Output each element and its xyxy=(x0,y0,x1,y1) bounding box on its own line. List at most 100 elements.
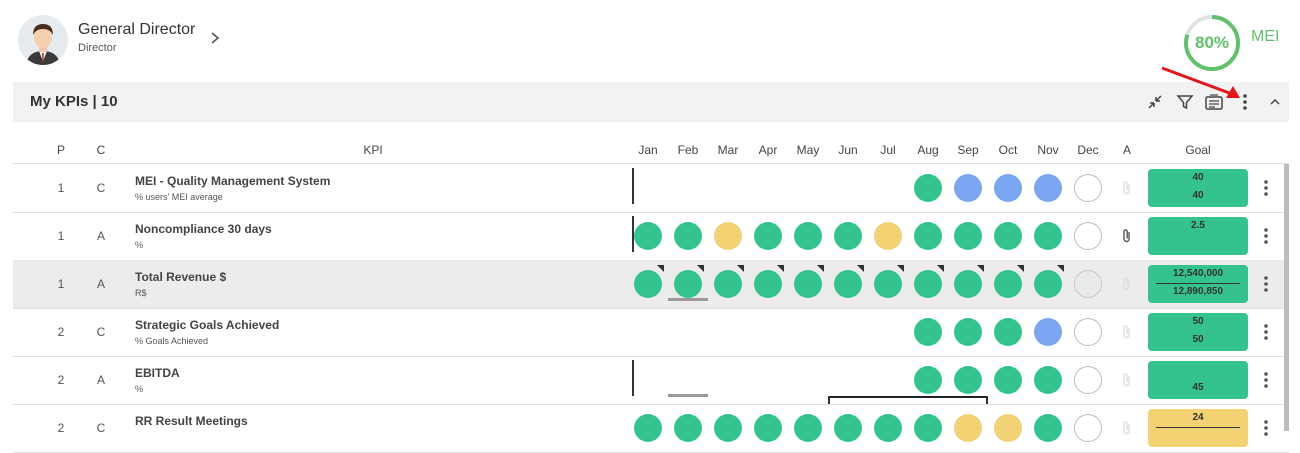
paperclip-icon[interactable] xyxy=(1121,420,1133,436)
month-status-dot[interactable] xyxy=(914,270,942,298)
column-header-dec[interactable]: Dec xyxy=(1077,143,1099,157)
column-header-a[interactable]: A xyxy=(1122,143,1131,157)
column-header-feb[interactable]: Feb xyxy=(677,143,699,157)
month-status-dot[interactable] xyxy=(874,222,902,250)
goal-box[interactable]: 50 50 xyxy=(1148,313,1248,351)
table-row[interactable]: 1 C MEI - Quality Management System % users… xyxy=(13,164,1289,213)
paperclip-icon[interactable] xyxy=(1121,180,1133,196)
chevron-up-icon[interactable] xyxy=(1265,92,1285,112)
month-status-dot[interactable] xyxy=(994,174,1022,202)
column-header-apr[interactable]: Apr xyxy=(758,143,778,157)
row-more-icon[interactable] xyxy=(1263,418,1269,438)
row-more-icon[interactable] xyxy=(1263,178,1269,198)
column-header-oct[interactable]: Oct xyxy=(998,143,1018,157)
column-header-may[interactable]: May xyxy=(796,143,820,157)
goal-box[interactable]: 40 40 xyxy=(1148,169,1248,207)
kpi-name[interactable]: RR Result Meetings xyxy=(135,414,248,428)
month-status-dot[interactable] xyxy=(994,270,1022,298)
month-status-dot[interactable] xyxy=(834,414,862,442)
column-header-nov[interactable]: Nov xyxy=(1037,143,1059,157)
month-status-dot[interactable] xyxy=(1034,222,1062,250)
month-status-dot[interactable] xyxy=(1074,414,1102,442)
goal-box[interactable]: 45 xyxy=(1148,361,1248,399)
column-header-jan[interactable]: Jan xyxy=(638,143,658,157)
month-status-dot[interactable] xyxy=(674,270,702,298)
table-row[interactable]: 2 C RR Result Meetings 24 xyxy=(13,404,1289,453)
table-row[interactable]: 2 C Strategic Goals Achieved % Goals Achiev… xyxy=(13,308,1289,357)
kpi-name[interactable]: Noncompliance 30 days xyxy=(135,222,272,236)
row-more-icon[interactable] xyxy=(1263,274,1269,294)
goal-box[interactable]: 24 xyxy=(1148,409,1248,447)
row-more-icon[interactable] xyxy=(1263,370,1269,390)
month-status-dot[interactable] xyxy=(674,222,702,250)
month-status-dot[interactable] xyxy=(954,414,982,442)
month-status-dot[interactable] xyxy=(714,270,742,298)
month-status-dot[interactable] xyxy=(754,414,782,442)
kpi-name[interactable]: MEI - Quality Management System xyxy=(135,174,331,188)
month-status-dot[interactable] xyxy=(834,270,862,298)
month-status-dot[interactable] xyxy=(1074,318,1102,346)
month-status-dot[interactable] xyxy=(914,222,942,250)
kpi-name[interactable]: Total Revenue $ xyxy=(135,270,227,284)
month-status-dot[interactable] xyxy=(1074,174,1102,202)
month-status-dot[interactable] xyxy=(754,222,782,250)
table-row[interactable]: 2 A EBITDA% 45 xyxy=(13,356,1289,405)
paperclip-icon[interactable] xyxy=(1121,276,1133,292)
column-header-mar[interactable]: Mar xyxy=(717,143,739,157)
month-status-dot[interactable] xyxy=(874,414,902,442)
month-status-dot[interactable] xyxy=(714,222,742,250)
month-status-dot[interactable] xyxy=(954,174,982,202)
table-row[interactable]: 1 A Noncompliance 30 days% 2.5 xyxy=(13,212,1289,261)
paperclip-icon[interactable] xyxy=(1121,228,1133,244)
column-header-jun[interactable]: Jun xyxy=(838,143,858,157)
month-status-dot[interactable] xyxy=(874,270,902,298)
month-status-dot[interactable] xyxy=(834,222,862,250)
month-status-dot[interactable] xyxy=(754,270,782,298)
month-status-dot[interactable] xyxy=(1034,174,1062,202)
kpi-name[interactable]: Strategic Goals Achieved xyxy=(135,318,280,332)
row-more-icon[interactable] xyxy=(1263,322,1269,342)
month-status-dot[interactable] xyxy=(994,366,1022,394)
kpi-name[interactable]: EBITDA xyxy=(135,366,180,380)
column-header-aug[interactable]: Aug xyxy=(917,143,939,157)
month-status-dot[interactable] xyxy=(714,414,742,442)
column-header-jul[interactable]: Jul xyxy=(880,143,896,157)
table-row[interactable]: 1 A Total Revenue $ R$ 12,540,000 12,890,850 xyxy=(13,260,1289,309)
column-header-c[interactable]: C xyxy=(96,143,106,157)
column-header-p[interactable]: P xyxy=(56,143,65,157)
month-status-dot[interactable] xyxy=(954,222,982,250)
month-status-dot[interactable] xyxy=(794,222,822,250)
month-status-dot[interactable] xyxy=(1074,222,1102,250)
month-status-dot[interactable] xyxy=(1074,270,1102,298)
paperclip-icon[interactable] xyxy=(1121,372,1133,388)
month-status-dot[interactable] xyxy=(914,174,942,202)
paperclip-icon[interactable] xyxy=(1121,324,1133,340)
month-status-dot[interactable] xyxy=(674,414,702,442)
month-status-dot[interactable] xyxy=(954,366,982,394)
month-status-dot[interactable] xyxy=(1034,414,1062,442)
month-status-dot[interactable] xyxy=(1074,366,1102,394)
month-status-dot[interactable] xyxy=(634,414,662,442)
month-status-dot[interactable] xyxy=(794,414,822,442)
more-vert-icon[interactable] xyxy=(1235,92,1255,112)
month-status-dot[interactable] xyxy=(634,270,662,298)
collapse-icon[interactable] xyxy=(1145,92,1165,112)
column-header-sep[interactable]: Sep xyxy=(957,143,979,157)
chevron-right-icon[interactable] xyxy=(208,30,222,46)
column-header-kpi[interactable]: KPI xyxy=(363,143,383,157)
card-view-icon[interactable] xyxy=(1204,92,1224,112)
month-status-dot[interactable] xyxy=(914,366,942,394)
month-status-dot[interactable] xyxy=(954,270,982,298)
month-status-dot[interactable] xyxy=(994,222,1022,250)
month-status-dot[interactable] xyxy=(1034,270,1062,298)
month-status-dot[interactable] xyxy=(1034,366,1062,394)
month-status-dot[interactable] xyxy=(994,318,1022,346)
month-status-dot[interactable] xyxy=(914,318,942,346)
filter-icon[interactable] xyxy=(1175,92,1195,112)
month-status-dot[interactable] xyxy=(994,414,1022,442)
table-scrollbar[interactable] xyxy=(1284,164,1289,431)
month-status-dot[interactable] xyxy=(1034,318,1062,346)
month-status-dot[interactable] xyxy=(794,270,822,298)
avatar[interactable] xyxy=(18,15,68,65)
goal-box[interactable]: 2.5 xyxy=(1148,217,1248,255)
